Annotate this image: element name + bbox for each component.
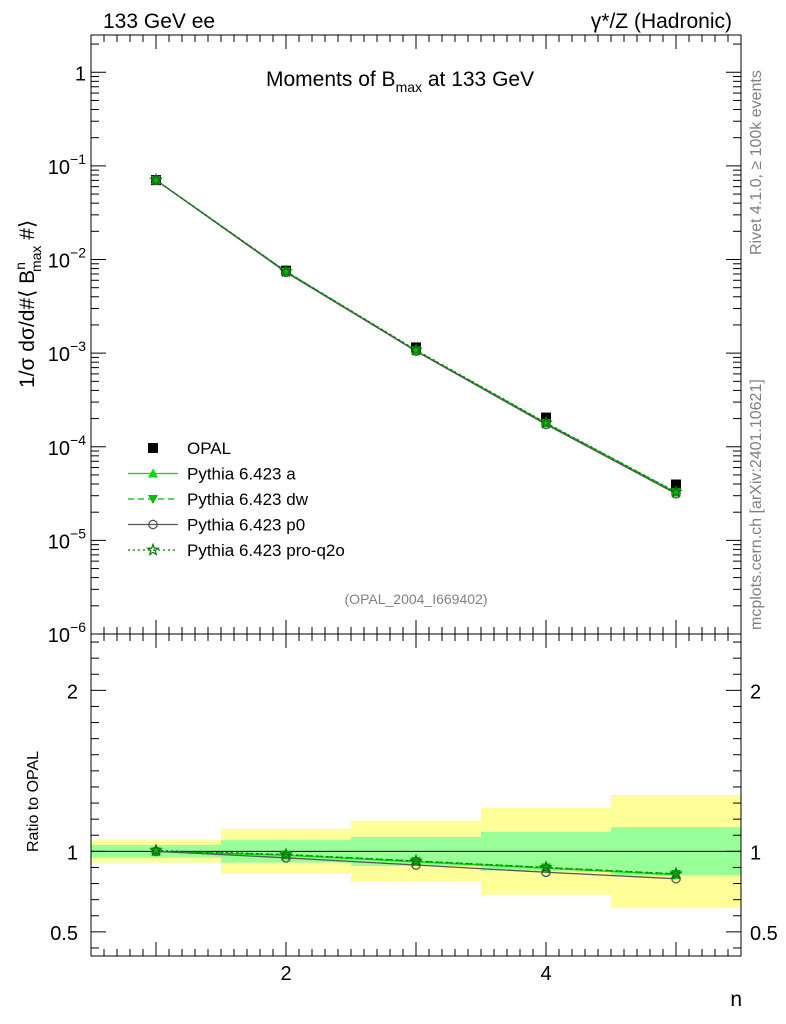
ratio-point-pythia-6-423-p0-1	[151, 846, 161, 857]
ratio-point-pythia-6-423-pro-q2o-2	[279, 847, 293, 861]
ratio-point-pythia-6-423-pro-q2o-1	[149, 843, 163, 857]
ratio-y-tick-label-left: 2	[67, 681, 78, 703]
ratio-y-axis-label: Ratio to OPAL	[25, 751, 42, 852]
ratio-y-tick-label-right: 2	[750, 681, 761, 703]
main-point-pythia-6-423-p0-5	[671, 488, 681, 499]
ratio-point-pythia-6-423-p0-5	[671, 873, 681, 884]
ratio-point-pythia-6-423-pro-q2o-3	[409, 853, 423, 867]
legend-marker-pythia-6-423-pro-q2o	[146, 542, 160, 556]
legend-label-opal: OPAL	[187, 439, 231, 458]
analysis-watermark: (OPAL_2004_I669402)	[345, 591, 488, 607]
main-line-pythia-6-423-dw	[155, 179, 677, 493]
main-y-tick-label: 10−4	[48, 432, 86, 460]
main-point-opal-5	[671, 479, 681, 490]
ratio-series	[149, 843, 683, 884]
main-line-pythia-6-423-pro-q2o	[155, 179, 677, 493]
main-y-tick-label: 10−1	[48, 151, 86, 179]
ratio-x-tick-label: 2	[280, 963, 291, 985]
main-y-tick-label: 10−6	[48, 619, 86, 647]
main-point-pythia-6-423-pro-q2o-4	[539, 415, 553, 429]
ratio-point-pythia-6-423-dw-1	[151, 847, 161, 857]
legend-label-pythia-6-423-pro-q2o: Pythia 6.423 pro-q2o	[187, 541, 345, 560]
main-point-pythia-6-423-p0-2	[281, 267, 291, 278]
ratio-y-tick-label-left: 1	[67, 842, 78, 864]
ratio-point-pythia-6-423-p0-3	[411, 860, 421, 870]
mcplots-label: mcplots.cern.ch [arXiv:2401.10621]	[748, 379, 765, 630]
axes: 1 10−1 10−2 10−3 10−4 10−5 10−6 2 4 0.5 0.5 1 1 2 2	[48, 34, 778, 985]
header-left: 133 GeV ee	[103, 10, 215, 33]
legend-marker-opal	[148, 443, 158, 453]
main-point-pythia-6-423-pro-q2o-1	[149, 172, 163, 186]
ratio-point-pythia-6-423-pro-q2o-4	[539, 860, 553, 874]
main-point-pythia-6-423-pro-q2o-3	[409, 342, 423, 356]
x-axis-label: n	[730, 988, 742, 1011]
main-y-tick-label: 1	[75, 63, 86, 85]
main-title: Moments of Bmax at 133 GeV	[266, 68, 534, 95]
main-point-pythia-6-423-p0-4	[541, 419, 551, 430]
ratio-y-tick-label-left: 0.5	[50, 923, 78, 945]
legend-label-pythia-6-423-a: Pythia 6.423 a	[187, 465, 296, 484]
main-y-tick-label: 10−3	[48, 338, 86, 366]
ratio-y-tick-label-right: 0.5	[750, 923, 778, 945]
ratio-point-pythia-6-423-p0-2	[281, 852, 291, 863]
header-right: γ*/Z (Hadronic)	[591, 10, 732, 33]
main-point-pythia-6-423-pro-q2o-5	[669, 484, 683, 498]
ratio-x-tick-label: 4	[540, 963, 551, 985]
main-y-axis-label: 1/σ dσ/d#⟨ Bnmax #⟩	[12, 220, 44, 388]
legend-marker-pythia-6-423-a	[148, 468, 158, 478]
main-point-pythia-6-423-pro-q2o-2	[279, 264, 293, 278]
legend-label-pythia-6-423-dw: Pythia 6.423 dw	[187, 490, 309, 509]
main-series	[149, 172, 683, 499]
legend-marker-pythia-6-423-dw	[148, 495, 158, 504]
main-line-pythia-6-423-a	[155, 179, 677, 494]
legend: OPAL Pythia 6.423 a Pythia 6.423 dw Pythia …	[128, 439, 345, 560]
main-y-tick-label: 10−5	[48, 525, 86, 553]
ratio-point-pythia-6-423-pro-q2o-5	[669, 866, 683, 880]
main-y-tick-label: 10−2	[48, 245, 86, 273]
main-line-pythia-6-423-p0	[155, 179, 677, 495]
rivet-label: Rivet 4.1.0, ≥ 100k events	[748, 70, 765, 255]
legend-marker-pythia-6-423-p0	[148, 519, 158, 530]
ratio-y-tick-label-right: 1	[750, 842, 761, 864]
ratio-point-pythia-6-423-p0-4	[541, 867, 551, 878]
main-point-pythia-6-423-p0-3	[411, 346, 421, 356]
legend-label-pythia-6-423-p0: Pythia 6.423 p0	[187, 516, 305, 535]
